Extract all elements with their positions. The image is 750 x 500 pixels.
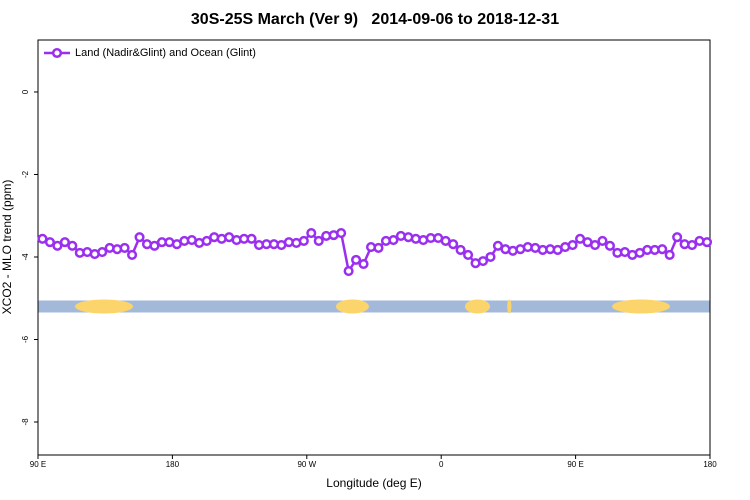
data-point: [701, 237, 713, 248]
land-segment: [75, 299, 133, 314]
data-point: [388, 235, 399, 246]
legend-label: Land (Nadir&Glint) and Ocean (Glint): [75, 47, 256, 59]
data-point: [97, 246, 108, 258]
x-tick-label: 0: [439, 460, 444, 469]
land-segment: [612, 299, 670, 314]
data-point: [67, 240, 78, 251]
data-point: [597, 235, 608, 246]
x-tick-label: 90 W: [297, 460, 316, 469]
land-segment: [335, 299, 369, 314]
x-tick-label: 90 E: [567, 460, 583, 469]
data-point: [657, 244, 668, 255]
legend-marker: [51, 47, 63, 59]
data-point: [306, 228, 317, 239]
data-point: [455, 244, 466, 256]
data-point: [119, 242, 130, 253]
data-point: [336, 228, 347, 239]
data-point: [664, 249, 675, 260]
data-point: [201, 235, 212, 246]
chart-title: 30S-25S March (Ver 9) 2014-09-06 to 2018…: [191, 11, 559, 28]
y-tick-label: -8: [21, 418, 30, 426]
land-segment: [464, 299, 491, 314]
y-tick-label: -4: [21, 253, 30, 261]
data-point: [463, 249, 474, 260]
x-tick-label: 180: [703, 460, 717, 469]
data-point: [567, 239, 578, 251]
x-tick-label: 180: [166, 460, 180, 469]
land-segment: [507, 299, 512, 314]
data-point: [485, 251, 496, 263]
x-axis-label: Longitude (deg E): [326, 476, 421, 490]
data-point: [448, 239, 459, 250]
data-point: [343, 265, 354, 277]
data-point: [59, 237, 70, 248]
y-tick-label: -2: [21, 170, 30, 178]
data-point: [44, 237, 55, 248]
x-tick-label: 90 E: [30, 460, 46, 469]
data-point: [134, 232, 145, 243]
data-point: [246, 233, 257, 244]
data-point: [127, 249, 138, 260]
data-point: [477, 256, 489, 267]
data-point: [589, 239, 601, 251]
ocean-band: [38, 300, 710, 313]
data-point: [313, 235, 324, 246]
y-tick-label: 0: [21, 89, 30, 94]
data-point: [358, 258, 369, 270]
data-point: [149, 240, 160, 251]
data-point: [672, 232, 683, 243]
y-tick-label: -6: [21, 335, 30, 343]
plot-frame: [37, 39, 711, 456]
data-point: [52, 240, 63, 251]
data-point: [298, 235, 309, 246]
y-axis-label: XCO2 - MLO trend (ppm): [0, 180, 14, 315]
data-point: [604, 240, 615, 251]
data-point: [687, 239, 698, 251]
data-point: [373, 242, 384, 253]
data-point: [351, 254, 362, 265]
